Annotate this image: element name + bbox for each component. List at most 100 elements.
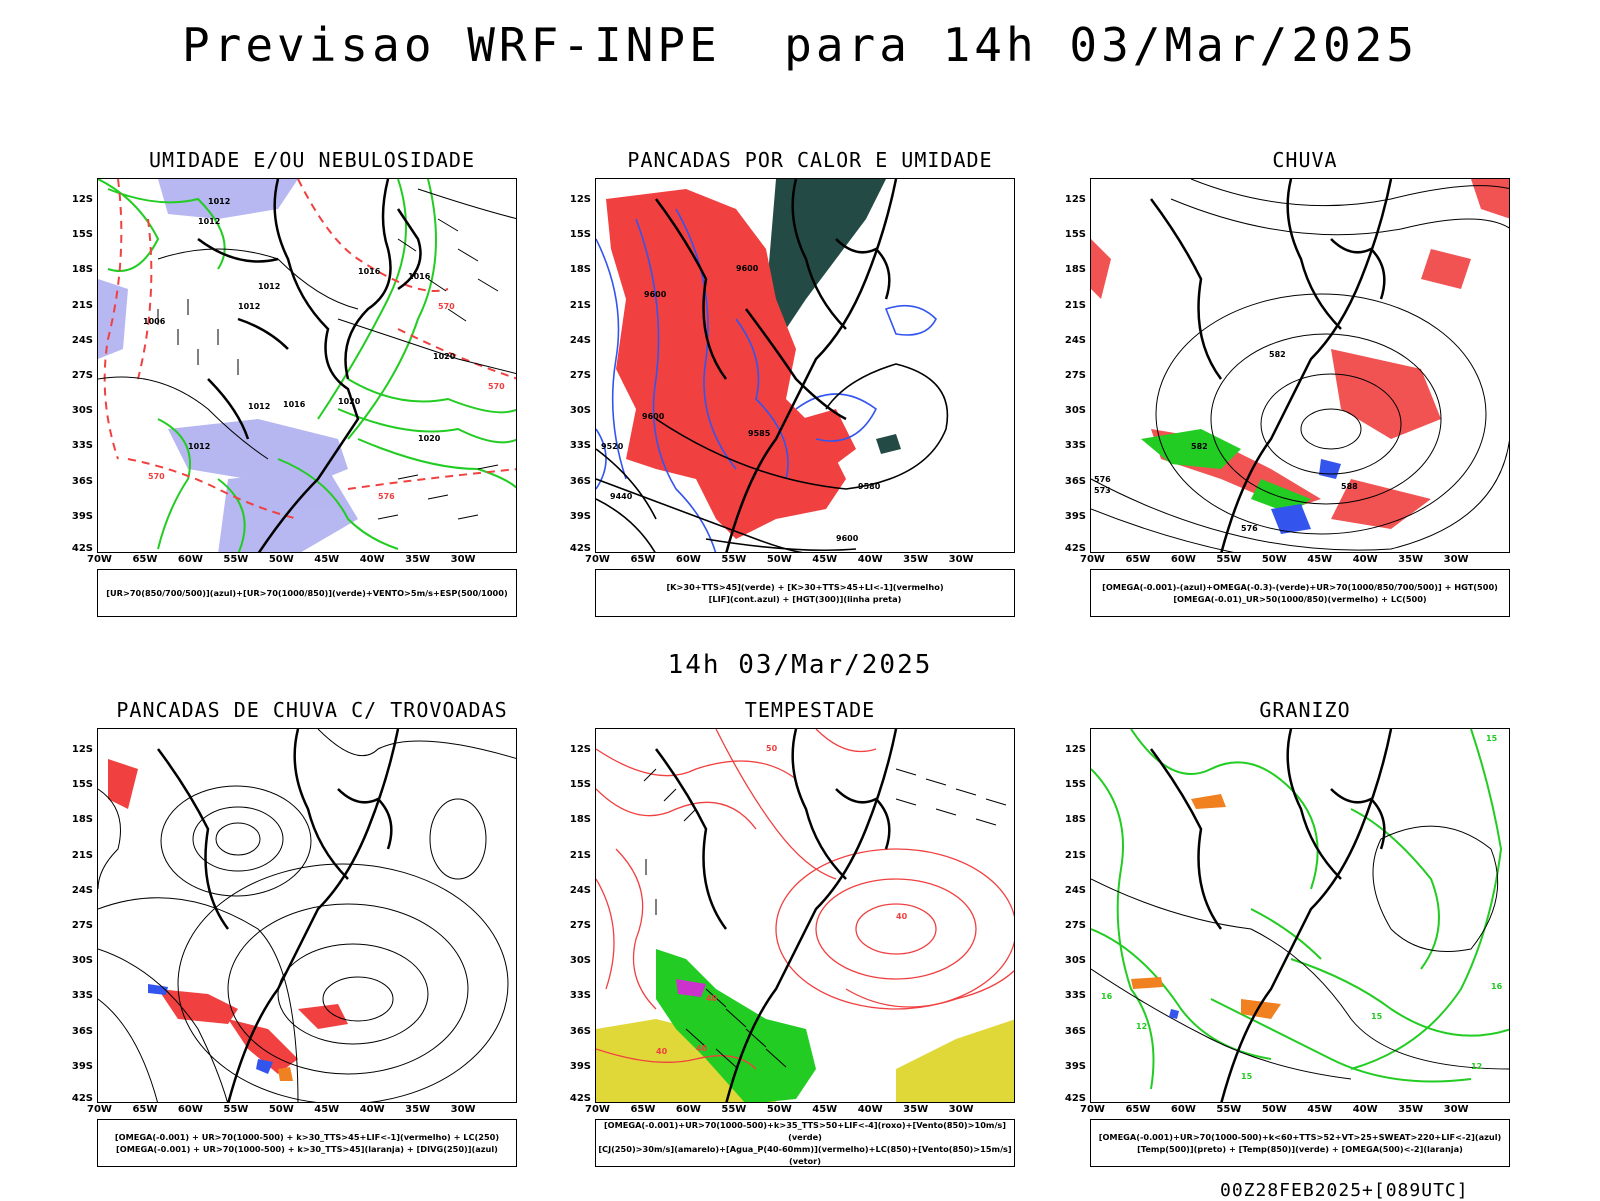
panel-legend: [OMEGA(-0.001)+UR>70(1000-500)+k>35_TTS>… <box>595 1119 1015 1167</box>
svg-text:573: 573 <box>1094 486 1111 495</box>
lat-tick-label: 21S <box>71 299 93 311</box>
svg-text:15: 15 <box>1241 1072 1253 1081</box>
lat-tick-label: 30S <box>71 955 93 967</box>
lat-tick-label: 36S <box>569 1025 591 1037</box>
lat-tick-label: 30S <box>71 405 93 417</box>
lat-tick-label: 24S <box>71 334 93 346</box>
red-dashed-thickness <box>103 179 516 520</box>
lon-tick-label: 40W <box>359 1104 385 1115</box>
orange-omega-areas <box>1131 794 1281 1019</box>
legend-line: [OMEGA(-0.001) + UR>70(1000-500) + k>30_… <box>116 1144 498 1154</box>
lat-tick-label: 18S <box>569 814 591 826</box>
lon-tick-label: 50W <box>766 1104 792 1115</box>
country-borders <box>197 179 422 552</box>
svg-text:9580: 9580 <box>858 482 881 491</box>
map-svg <box>98 729 516 1102</box>
lat-tick-label: 24S <box>569 884 591 896</box>
lat-tick-label: 33S <box>569 990 591 1002</box>
lat-tick-label: 33S <box>71 990 93 1002</box>
svg-text:9600: 9600 <box>836 534 859 543</box>
lat-tick-label: 27S <box>71 920 93 932</box>
lat-tick-label: 12S <box>1064 194 1086 205</box>
lat-tick-label: 42S <box>569 543 591 554</box>
lat-tick-label: 30S <box>569 955 591 967</box>
blue-divg-areas <box>148 984 273 1074</box>
contour-labels: 50 40 40 40 40 <box>656 744 908 1056</box>
panel-umidade: UMIDADE E/OU NEBULOSIDADE 12S 15S 18S 21S 24… <box>72 148 527 618</box>
map-tempestade: 50 40 40 40 40 <box>595 728 1015 1103</box>
lon-tick-label: 65W <box>132 554 158 565</box>
main-title: Previsao WRF-INPE para 14h 03/Mar/2025 <box>181 18 1419 72</box>
svg-text:1020: 1020 <box>433 352 456 361</box>
lat-tick-label: 42S <box>569 1093 591 1104</box>
panel-legend: [OMEGA(-0.001)-(azul)+OMEGA(-0.3)-(verde… <box>1090 569 1510 617</box>
country-borders <box>1149 729 1393 1102</box>
lavender-humidity-areas <box>98 179 358 552</box>
svg-text:12: 12 <box>1471 1062 1482 1071</box>
lat-axis: 12S 15S 18S 21S 24S 27S 30S 33S 36S 39S 42S <box>559 728 593 1104</box>
legend-line: [OMEGA(-0.001) + UR>70(1000-500) + k>30_… <box>114 1132 500 1142</box>
map-granizo: 15 16 12 12 15 16 15 <box>1090 728 1510 1103</box>
lat-tick-label: 18S <box>569 264 591 276</box>
svg-text:1012: 1012 <box>198 217 220 226</box>
lat-tick-label: 33S <box>71 440 93 452</box>
panel-title: PANCADAS POR CALOR E UMIDADE <box>627 148 993 172</box>
lat-tick-label: 24S <box>1064 884 1086 896</box>
lat-tick-label: 18S <box>71 814 93 826</box>
legend-line: [OMEGA(-0.001)-(azul)+OMEGA(-0.3)-(verde… <box>1102 582 1498 592</box>
svg-text:1012: 1012 <box>248 402 270 411</box>
lat-tick-label: 39S <box>1064 1060 1086 1072</box>
contour-labels: 9600 9600 9600 9520 9440 9580 9600 9585 <box>601 264 881 543</box>
panel-pancadas-calor: PANCADAS POR CALOR E UMIDADE 12S 15S 18S 21… <box>570 148 1025 618</box>
lon-tick-label: 30W <box>948 554 974 565</box>
wind-vectors <box>157 218 499 520</box>
lat-tick-label: 39S <box>71 1060 93 1072</box>
lat-tick-label: 21S <box>1064 849 1086 861</box>
svg-text:1016: 1016 <box>358 267 381 276</box>
svg-text:588: 588 <box>1341 482 1358 491</box>
lon-tick-label: 60W <box>675 554 701 565</box>
lat-tick-label: 42S <box>71 543 93 554</box>
lon-tick-label: 55W <box>223 554 249 565</box>
svg-text:16: 16 <box>1491 982 1503 991</box>
svg-text:576: 576 <box>378 492 395 501</box>
lon-tick-label: 65W <box>132 1104 158 1115</box>
lon-axis: 70W 65W 60W 55W 50W 45W 40W 35W 30W <box>1080 554 1520 568</box>
lat-tick-label: 24S <box>71 884 93 896</box>
lat-tick-label: 12S <box>71 194 93 205</box>
lon-tick-label: 65W <box>1125 554 1151 565</box>
lon-tick-label: 50W <box>1261 554 1287 565</box>
lon-tick-label: 40W <box>1352 554 1378 565</box>
lon-tick-label: 35W <box>405 554 431 565</box>
lat-tick-label: 42S <box>71 1093 93 1104</box>
lat-tick-label: 36S <box>1064 1025 1086 1037</box>
svg-text:12: 12 <box>1136 1022 1147 1031</box>
contour-labels: 582 582 576 573 588 576 <box>1094 350 1358 533</box>
svg-text:9600: 9600 <box>644 290 667 299</box>
svg-text:15: 15 <box>1371 1012 1383 1021</box>
svg-text:570: 570 <box>438 302 455 311</box>
black-hgt500-streamlines <box>1091 179 1509 552</box>
blue-areas <box>1169 1009 1179 1019</box>
lat-axis: 12S 15S 18S 21S 24S 27S 30S 33S 36S 39S 42S <box>1054 178 1088 554</box>
lon-tick-label: 70W <box>585 1104 610 1115</box>
map-trovoadas <box>97 728 517 1103</box>
lon-tick-label: 35W <box>405 1104 431 1115</box>
lat-tick-label: 15S <box>1064 229 1086 241</box>
lon-tick-label: 30W <box>948 1104 974 1115</box>
panel-title: TEMPESTADE <box>744 698 876 722</box>
lat-tick-label: 39S <box>71 510 93 522</box>
lat-tick-label: 12S <box>569 194 591 205</box>
panel-granizo: GRANIZO 12S 15S 18S 21S 24S 27S 30S 33S 36S 39S 42… <box>1065 698 1520 1168</box>
lon-tick-label: 50W <box>766 554 792 565</box>
lon-tick-label: 70W <box>87 1104 112 1115</box>
lon-tick-label: 45W <box>812 554 838 565</box>
lat-tick-label: 24S <box>1064 334 1086 346</box>
lat-tick-label: 42S <box>1064 543 1086 554</box>
lat-tick-label: 12S <box>1064 744 1086 755</box>
lat-tick-label: 36S <box>1064 475 1086 487</box>
lon-tick-label: 60W <box>675 1104 701 1115</box>
green-temp850-contours <box>1091 729 1509 1090</box>
panel-legend: [UR>70(850/700/500)](azul)+[UR>70(1000/8… <box>97 569 517 617</box>
lon-tick-label: 60W <box>1170 554 1196 565</box>
